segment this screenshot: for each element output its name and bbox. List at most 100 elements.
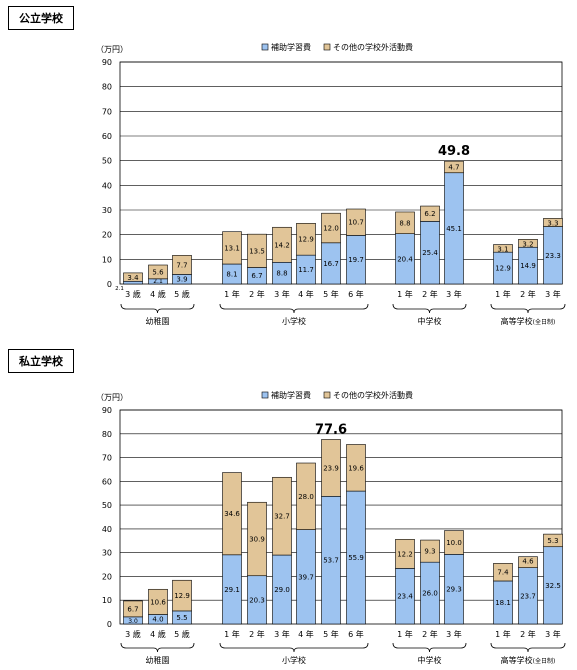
group-label: 中学校 xyxy=(418,316,442,326)
data-label-supplementary-learning: 16.7 xyxy=(323,260,339,268)
data-label-supplementary-learning: 25.4 xyxy=(422,249,438,257)
data-label-supplementary-learning: 8.8 xyxy=(276,270,287,278)
bar-other-activities xyxy=(123,272,143,282)
group-label: 高等学校(全日制) xyxy=(501,655,556,665)
data-label-supplementary-learning: 6.7 xyxy=(251,272,262,280)
y-tick-label: 20 xyxy=(102,231,112,240)
private-school-title: 私立学校 xyxy=(8,349,74,373)
data-label-supplementary-learning: 32.5 xyxy=(545,582,561,590)
data-label-supplementary-learning: 29.1 xyxy=(224,586,240,594)
public-school-title: 公立学校 xyxy=(8,6,74,30)
data-label-other-activities: 5.6 xyxy=(152,268,164,276)
highlight-total-label: 49.8 xyxy=(438,144,470,159)
bar-other-activities xyxy=(272,226,292,263)
data-label-supplementary-learning: 2.1 xyxy=(115,286,124,292)
y-tick-label: 50 xyxy=(102,157,112,166)
group-bracket xyxy=(392,303,467,314)
x-category-label: 4 歳 xyxy=(150,289,166,299)
y-tick-label: 50 xyxy=(102,501,112,510)
x-category-label: 3 歳 xyxy=(125,629,141,639)
y-axis-unit-label: （万円） xyxy=(96,45,128,54)
y-axis-unit-label: （万円） xyxy=(96,393,128,402)
bar-other-activities xyxy=(420,539,440,563)
data-label-other-activities: 8.8 xyxy=(399,219,410,227)
legend-label-other-activities: その他の学校外活動費 xyxy=(333,390,413,400)
legend-swatch-supplementary-learning xyxy=(261,391,269,399)
private-school-chart: （万円） 補助学習費 その他の学校外活動費 0 10 20 30 40 50 60 70 80 90 3.… xyxy=(96,390,566,665)
highlight-total-label: 77.6 xyxy=(315,422,347,437)
data-label-supplementary-learning: 18.1 xyxy=(495,599,511,607)
bar-other-activities xyxy=(296,223,316,256)
group-label: 幼稚園 xyxy=(146,655,170,665)
x-category-label: 2 年 xyxy=(520,289,536,299)
bar-other-activities xyxy=(222,472,242,556)
x-category-label: 3 歳 xyxy=(125,289,141,299)
y-tick-label: 10 xyxy=(102,255,112,264)
data-label-supplementary-learning: 53.7 xyxy=(323,557,339,565)
x-category-label: 6 年 xyxy=(348,289,364,299)
x-category-label: 4 年 xyxy=(298,289,314,299)
x-category-label: 2 年 xyxy=(249,289,265,299)
data-label-supplementary-learning: 20.3 xyxy=(249,596,265,604)
x-category-label: 1 年 xyxy=(495,629,511,639)
data-label-other-activities: 6.2 xyxy=(424,210,435,218)
x-category-label: 5 年 xyxy=(323,629,339,639)
x-category-label: 4 歳 xyxy=(150,629,166,639)
data-label-other-activities: 30.9 xyxy=(249,535,265,543)
group-label-suffix: (全日制) xyxy=(533,657,556,665)
bar-other-activities xyxy=(321,439,341,497)
data-label-other-activities: 9.3 xyxy=(424,548,435,556)
data-label-other-activities: 12.9 xyxy=(298,236,314,244)
data-label-other-activities: 10.7 xyxy=(348,219,364,227)
bar-other-activities xyxy=(493,563,513,582)
data-label-supplementary-learning: 20.4 xyxy=(397,255,413,263)
y-tick-label: 20 xyxy=(102,572,112,581)
bar-other-activities xyxy=(247,501,267,577)
x-category-label: 5 歳 xyxy=(174,629,190,639)
data-label-other-activities: 19.6 xyxy=(348,464,364,472)
data-label-other-activities: 3.2 xyxy=(522,240,533,248)
data-label-other-activities: 23.9 xyxy=(323,464,339,472)
y-tick-label: 90 xyxy=(102,406,112,415)
plot-area-frame xyxy=(119,61,563,285)
group-bracket xyxy=(490,642,566,653)
x-category-label: 2 年 xyxy=(520,629,536,639)
data-label-supplementary-learning: 29.3 xyxy=(446,586,462,594)
bar-other-activities xyxy=(247,233,267,268)
data-label-supplementary-learning: 4.0 xyxy=(152,616,163,624)
data-label-supplementary-learning: 11.7 xyxy=(298,266,314,274)
bar-other-activities xyxy=(518,556,538,568)
data-label-other-activities: 4.6 xyxy=(522,558,534,566)
group-bracket xyxy=(219,303,369,314)
x-category-label: 1 年 xyxy=(224,629,240,639)
x-category-label: 6 年 xyxy=(348,629,364,639)
bar-other-activities xyxy=(543,533,563,548)
data-label-supplementary-learning: 2.1 xyxy=(153,278,163,285)
y-tick-label: 80 xyxy=(102,83,112,92)
data-label-supplementary-learning: 55.9 xyxy=(348,554,364,562)
x-category-label: 2 年 xyxy=(422,629,438,639)
x-category-label: 3 年 xyxy=(274,629,290,639)
bar-other-activities xyxy=(222,231,242,265)
data-label-supplementary-learning: 5.5 xyxy=(176,614,187,622)
group-label: 高等学校(全日制) xyxy=(501,316,556,326)
data-label-supplementary-learning: 23.7 xyxy=(520,592,536,600)
bar-other-activities xyxy=(444,530,464,555)
data-label-supplementary-learning: 14.9 xyxy=(520,262,536,270)
x-category-label: 3 年 xyxy=(545,289,561,299)
legend-label-other-activities: その他の学校外活動費 xyxy=(333,42,413,52)
data-label-other-activities: 13.5 xyxy=(249,247,265,255)
bar-other-activities xyxy=(346,208,366,236)
bar-other-activities xyxy=(148,588,168,615)
data-label-other-activities: 3.4 xyxy=(127,274,139,282)
y-tick-label: 40 xyxy=(102,181,112,190)
x-category-label: 1 年 xyxy=(224,289,240,299)
bar-other-activities xyxy=(493,244,513,253)
x-category-label: 2 年 xyxy=(249,629,265,639)
y-tick-label: 90 xyxy=(102,58,112,67)
y-tick-label: 80 xyxy=(102,430,112,439)
legend-label-supplementary-learning: 補助学習費 xyxy=(271,390,311,400)
group-label: 小学校 xyxy=(282,316,306,326)
data-label-other-activities: 14.2 xyxy=(274,241,290,249)
bar-other-activities xyxy=(172,255,192,275)
